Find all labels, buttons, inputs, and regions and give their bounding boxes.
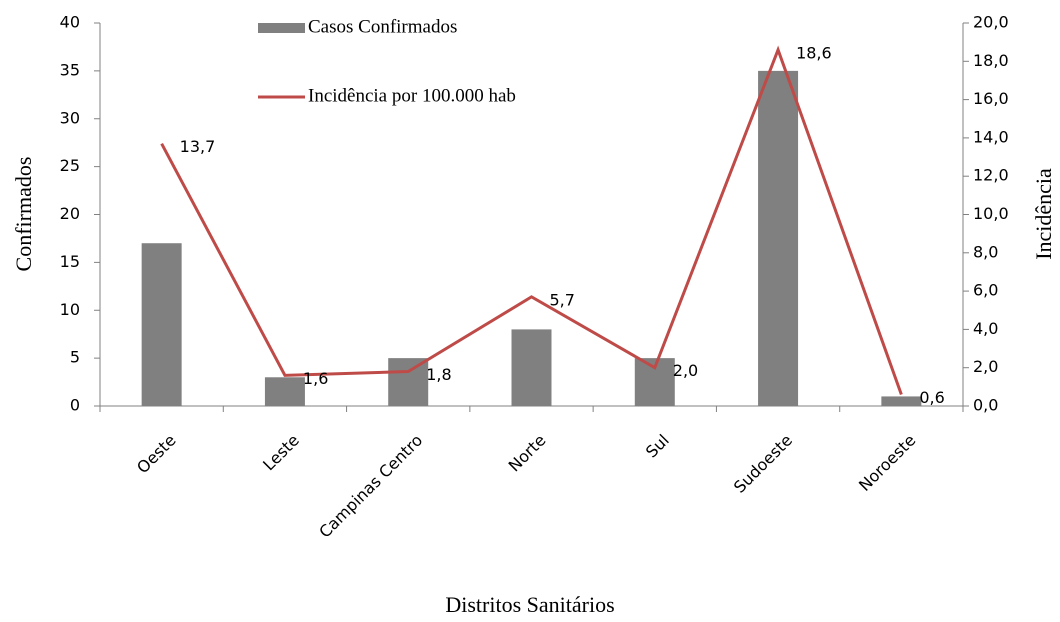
- y-axis-title: Confirmados: [11, 157, 36, 272]
- x-tick-label: Campinas Centro: [315, 431, 426, 542]
- y2-tick-label: 8,0: [973, 242, 998, 261]
- x-tick-label: Norte: [505, 431, 550, 476]
- x-tick-label: Sul: [642, 431, 673, 462]
- y-tick-label: 20: [60, 204, 80, 223]
- y2-axis-title: Incidência: [1031, 168, 1056, 260]
- y2-tick-label: 16,0: [973, 89, 1009, 108]
- data-label: 1,8: [426, 365, 451, 384]
- y2-tick-label: 10,0: [973, 204, 1009, 223]
- y2-tick-label: 18,0: [973, 51, 1009, 70]
- bar: [388, 358, 429, 406]
- x-tick-label: Oeste: [133, 431, 180, 478]
- y-tick-label: 5: [70, 348, 80, 367]
- bar: [264, 377, 305, 406]
- data-label: 0,6: [919, 388, 944, 407]
- legend-label: Incidência por 100.000 hab: [308, 85, 516, 106]
- y2-tick-label: 12,0: [973, 166, 1009, 185]
- y-tick-label: 40: [60, 13, 80, 32]
- y2-tick-label: 4,0: [973, 319, 998, 338]
- x-tick-label: Noroeste: [855, 431, 919, 495]
- y2-tick-label: 20,0: [973, 13, 1009, 32]
- x-tick-label: Leste: [259, 431, 303, 475]
- y-tick-label: 35: [60, 60, 80, 79]
- bar: [758, 70, 799, 406]
- x-axis-title: Distritos Sanitários: [445, 592, 614, 617]
- line: [160, 45, 903, 396]
- data-label: 5,7: [550, 290, 575, 309]
- data-label: 1,6: [303, 369, 328, 388]
- bar: [511, 329, 552, 406]
- y-tick-label: 30: [60, 108, 80, 127]
- y-tick-label: 15: [60, 252, 80, 271]
- bar: [141, 243, 182, 406]
- y2-tick-label: 2,0: [973, 357, 998, 376]
- y-tick-label: 10: [60, 300, 80, 319]
- data-label: 18,6: [796, 43, 832, 62]
- data-label: 2,0: [673, 361, 698, 380]
- y2-tick-label: 14,0: [973, 127, 1009, 146]
- legend-label: Casos Confirmados: [308, 16, 457, 37]
- y-tick-label: 0: [70, 396, 80, 415]
- legend-swatch: [258, 23, 305, 33]
- data-label: 13,7: [180, 137, 216, 156]
- y2-tick-label: 0,0: [973, 396, 998, 415]
- bar: [881, 396, 922, 406]
- x-tick-label: Sudoeste: [730, 431, 796, 497]
- y2-tick-label: 6,0: [973, 281, 998, 300]
- y-tick-label: 25: [60, 156, 80, 175]
